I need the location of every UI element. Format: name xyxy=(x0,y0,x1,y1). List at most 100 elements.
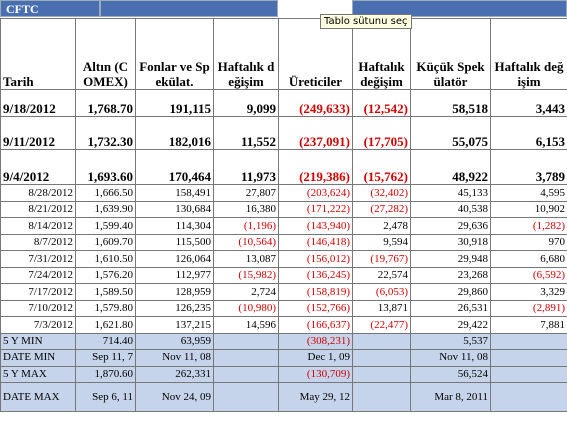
cell: (203,624) xyxy=(278,184,353,202)
cell xyxy=(490,382,567,412)
cell: 115,500 xyxy=(135,233,214,251)
cell: 56,524 xyxy=(410,365,491,383)
cell: 714.40 xyxy=(75,332,136,350)
cell: 3,443 xyxy=(490,89,567,117)
column-header[interactable]: Haftalık değişim xyxy=(352,18,411,90)
cell: 182,016 xyxy=(135,116,214,150)
column-header[interactable]: Tarih xyxy=(0,18,76,90)
cell: (136,245) xyxy=(278,266,353,284)
cell: Sep 11, 7 xyxy=(75,349,136,367)
cell: 6,680 xyxy=(490,250,567,268)
cell: 7/10/2012 xyxy=(0,299,76,317)
cell: 11,552 xyxy=(213,116,279,150)
cell: 1,693.60 xyxy=(75,149,136,185)
highlight-row: 9/18/2012 1,768.70 191,115 9,099 (249,633) (1… xyxy=(0,89,567,117)
cell: 9/11/2012 xyxy=(0,116,76,150)
column-header[interactable]: Haftalık değişim xyxy=(490,18,567,90)
cell: 22,574 xyxy=(352,266,411,284)
cell: Dec 1, 09 xyxy=(278,349,353,367)
cell xyxy=(213,365,279,383)
cell: 8/7/2012 xyxy=(0,233,76,251)
cell: 27,807 xyxy=(213,184,279,202)
cell xyxy=(352,332,411,350)
cell: (1,196) xyxy=(213,217,279,235)
cell: (166,637) xyxy=(278,316,353,334)
cell: 5,537 xyxy=(410,332,491,350)
cell: (237,091) xyxy=(278,116,353,150)
data-row: 8/7/2012 1,609.70 115,500 (10,564) (146,418)… xyxy=(0,233,567,251)
cell: 158,491 xyxy=(135,184,214,202)
cell: 1,579.80 xyxy=(75,299,136,317)
data-row: 7/17/2012 1,589.50 128,959 2,724 (158,819) (6… xyxy=(0,283,567,301)
cell: 14,596 xyxy=(213,316,279,334)
summary-row: 5 Y MIN 714.40 63,959 (308,231) 5,537 xyxy=(0,332,567,350)
cell xyxy=(213,349,279,367)
cell xyxy=(352,365,411,383)
cell: 5 Y MIN xyxy=(0,332,76,350)
data-row: 8/28/2012 1,666.50 158,491 27,807 (203,624)(… xyxy=(0,184,567,202)
summary-row: DATE MIN Sep 11, 7 Nov 11, 08 Dec 1, 09 Nov … xyxy=(0,349,567,367)
cell xyxy=(490,349,567,367)
cell: 114,304 xyxy=(135,217,214,235)
cell: 7/31/2012 xyxy=(0,250,76,268)
column-header[interactable]: Altın (COMEX) xyxy=(75,18,136,90)
column-header[interactable]: Üreticiler xyxy=(278,18,353,90)
header-band xyxy=(100,0,278,17)
tooltip: Tablo sütunu seç xyxy=(320,14,412,29)
column-header[interactable]: Fonlar ve Spekülat. xyxy=(135,18,214,90)
cell: 7/17/2012 xyxy=(0,283,76,301)
cell: 1,609.70 xyxy=(75,233,136,251)
cell: 262,331 xyxy=(135,365,214,383)
cell: (249,633) xyxy=(278,89,353,117)
cell: 45,133 xyxy=(410,184,491,202)
cell: 1,610.50 xyxy=(75,250,136,268)
cell: 55,075 xyxy=(410,116,491,150)
title: CFTC xyxy=(0,0,100,17)
cell: 30,918 xyxy=(410,233,491,251)
column-header[interactable]: Küçük Spekülatör xyxy=(410,18,491,90)
cell: 29,636 xyxy=(410,217,491,235)
cell: 7,881 xyxy=(490,316,567,334)
cell: (10,980) xyxy=(213,299,279,317)
cell: (6,592) xyxy=(490,266,567,284)
data-row: 7/3/2012 1,621.80 137,215 14,596 (166,637) (2… xyxy=(0,316,567,334)
cell: 1,639.90 xyxy=(75,200,136,218)
cell xyxy=(352,382,411,412)
cell: (6,053) xyxy=(352,283,411,301)
cell: (12,542) xyxy=(352,89,411,117)
cell: 1,768.70 xyxy=(75,89,136,117)
cell: 1,666.50 xyxy=(75,184,136,202)
cell xyxy=(213,332,279,350)
cell: 9,594 xyxy=(352,233,411,251)
cell: 58,518 xyxy=(410,89,491,117)
cell: (130,709) xyxy=(278,365,353,383)
cell: 29,948 xyxy=(410,250,491,268)
cell xyxy=(213,382,279,412)
cell: 23,268 xyxy=(410,266,491,284)
cell: 191,115 xyxy=(135,89,214,117)
cell: 6,153 xyxy=(490,116,567,150)
cell: 1,732.30 xyxy=(75,116,136,150)
cell: 970 xyxy=(490,233,567,251)
cell: 126,235 xyxy=(135,299,214,317)
cell: 63,959 xyxy=(135,332,214,350)
cell: 29,422 xyxy=(410,316,491,334)
cell: 8/21/2012 xyxy=(0,200,76,218)
cell: 11,973 xyxy=(213,149,279,185)
cell: (219,386) xyxy=(278,149,353,185)
cell: (19,767) xyxy=(352,250,411,268)
cell: 130,684 xyxy=(135,200,214,218)
cell: 5 Y MAX xyxy=(0,365,76,383)
cell: (152,766) xyxy=(278,299,353,317)
cell: Nov 11, 08 xyxy=(135,349,214,367)
data-row: 8/21/2012 1,639.90 130,684 16,380 (171,222)(… xyxy=(0,200,567,218)
cell: (1,282) xyxy=(490,217,567,235)
cell: (15,762) xyxy=(352,149,411,185)
cell: 2,724 xyxy=(213,283,279,301)
cell xyxy=(490,332,567,350)
cell: Nov 11, 08 xyxy=(410,349,491,367)
column-header[interactable]: Haftalık değişim xyxy=(213,18,279,90)
cell: 3,329 xyxy=(490,283,567,301)
cell: Mar 8, 2011 xyxy=(410,382,491,412)
